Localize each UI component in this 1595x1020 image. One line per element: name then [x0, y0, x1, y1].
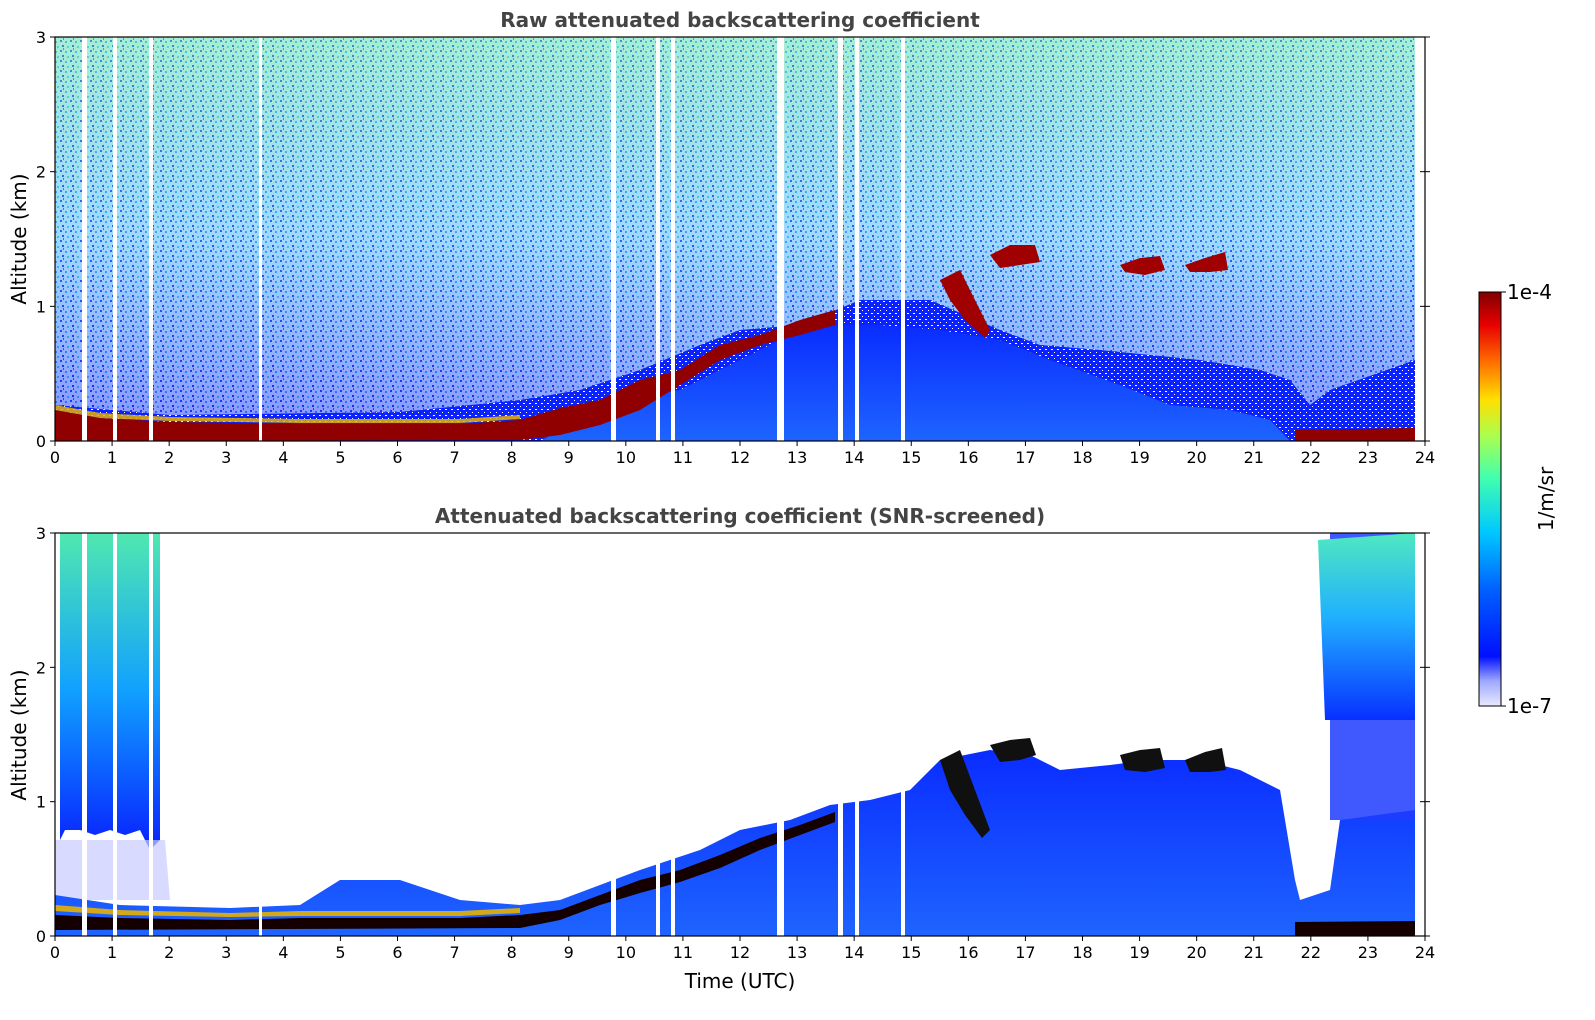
panel2-plot-area [55, 533, 1415, 936]
panel2-aerosol-band-top [55, 905, 520, 917]
panel2-aerosol-band [55, 812, 835, 930]
x-tick-label: 22 [1301, 448, 1321, 467]
x-tick-label: 17 [1015, 448, 1035, 467]
x-tick-label: 13 [787, 448, 807, 467]
x-tick-label: 14 [844, 448, 864, 467]
x-tick-label: 1 [107, 448, 117, 467]
x-tick-label: 0 [50, 943, 60, 962]
panel1-cloud-d [1185, 252, 1228, 272]
panel2-cloud-b [990, 738, 1036, 762]
x-tick-label: 13 [787, 943, 807, 962]
x-tick-label: 12 [730, 448, 750, 467]
y-tick-label: 3 [36, 28, 46, 47]
y-tick-label: 0 [36, 432, 46, 451]
x-tick-label: 6 [392, 448, 402, 467]
x-tick-label: 4 [278, 943, 288, 962]
panel1-aerosol-band [55, 310, 835, 441]
panel2-cloud-c [1120, 748, 1165, 772]
panel2-surface-layer-right [1295, 921, 1415, 936]
y-tick-label: 3 [36, 524, 46, 543]
x-tick-label: 8 [507, 943, 517, 962]
x-tick-label: 23 [1358, 448, 1378, 467]
colorbar-scale [1478, 291, 1502, 707]
panel1-title: Raw attenuated backscattering coefficien… [500, 8, 980, 32]
x-tick-label: 18 [1072, 448, 1092, 467]
x-tick-label: 2 [164, 943, 174, 962]
x-tick-label: 21 [1244, 943, 1264, 962]
panel1-cloud-c [1120, 256, 1165, 275]
panel1-boundary-layer [540, 325, 1290, 441]
x-tick-label: 14 [844, 943, 864, 962]
panel1-cloud-a [940, 270, 990, 338]
y-tick-label: 1 [36, 297, 46, 316]
x-tick-label: 20 [1186, 943, 1206, 962]
x-tick-label: 12 [730, 943, 750, 962]
panel1-data-gaps [82, 37, 905, 441]
x-tick-label: 18 [1072, 943, 1092, 962]
colorbar-max-label: 1e-4 [1507, 280, 1552, 304]
x-tick-label: 23 [1358, 943, 1378, 962]
x-tick-label: 0 [50, 448, 60, 467]
x-tick-label: 3 [221, 448, 231, 467]
panel1-surface-layer-right [1295, 428, 1415, 441]
panel2-ylabel: Altitude (km) [7, 669, 31, 800]
x-tick-label: 10 [616, 943, 636, 962]
x-tick-label: 9 [564, 448, 574, 467]
panel2-axes: 0 1 2 3 4 5 6 7 8 9 10 11 12 13 14 15 16 17 18 19 20 21 22 23 24… [36, 524, 1435, 962]
x-tick-label: 9 [564, 943, 574, 962]
x-tick-label: 4 [278, 448, 288, 467]
panel2-upper-sky [1318, 533, 1415, 720]
colorbar: 1e-4 1e-7 1/m/sr [1478, 280, 1558, 718]
y-tick-label: 2 [36, 658, 46, 677]
panel1-axes: 0 1 2 3 4 5 6 7 8 9 10 11 12 13 14 15 16 17 18 19 20 21 22 23 24… [36, 28, 1435, 467]
x-tick-label: 19 [1129, 448, 1149, 467]
y-tick-label: 1 [36, 793, 46, 812]
y-tick-label: 2 [36, 163, 46, 182]
panel1-ylabel: Altitude (km) [7, 173, 31, 304]
panel1-aerosol-band-top [55, 405, 520, 423]
panel2-boundary-layer [55, 750, 1415, 936]
x-tick-label: 16 [958, 448, 978, 467]
panel1-cloud-b [990, 245, 1040, 268]
colorbar-unit-label: 1/m/sr [1534, 466, 1558, 531]
x-tick-label: 21 [1244, 448, 1264, 467]
panel2-cloud-a [940, 750, 990, 838]
x-tick-label: 24 [1415, 448, 1435, 467]
x-tick-label: 20 [1186, 448, 1206, 467]
x-tick-label: 6 [392, 943, 402, 962]
panel2-cloud-d [1185, 748, 1226, 772]
x-tick-label: 2 [164, 448, 174, 467]
x-tick-label: 11 [673, 448, 693, 467]
x-tick-label: 3 [221, 943, 231, 962]
x-tick-label: 7 [449, 943, 459, 962]
y-tick-label: 0 [36, 927, 46, 946]
x-tick-label: 1 [107, 943, 117, 962]
x-tick-label: 11 [673, 943, 693, 962]
colorbar-min-label: 1e-7 [1507, 694, 1552, 718]
x-tick-label: 15 [901, 943, 921, 962]
x-tick-label: 10 [616, 448, 636, 467]
x-tick-label: 7 [449, 448, 459, 467]
x-tick-label: 16 [958, 943, 978, 962]
x-tick-label: 22 [1301, 943, 1321, 962]
xaxis-label: Time (UTC) [684, 969, 796, 993]
panel2-left-columns [60, 533, 160, 850]
x-tick-label: 15 [901, 448, 921, 467]
x-tick-label: 8 [507, 448, 517, 467]
x-tick-label: 17 [1015, 943, 1035, 962]
panel2-data-gaps [82, 533, 905, 936]
x-tick-label: 24 [1415, 943, 1435, 962]
panel2-title: Attenuated backscattering coefficient (S… [435, 504, 1045, 528]
panel1-plot-area [55, 37, 1415, 441]
x-tick-label: 5 [335, 448, 345, 467]
x-tick-label: 5 [335, 943, 345, 962]
x-tick-label: 19 [1129, 943, 1149, 962]
